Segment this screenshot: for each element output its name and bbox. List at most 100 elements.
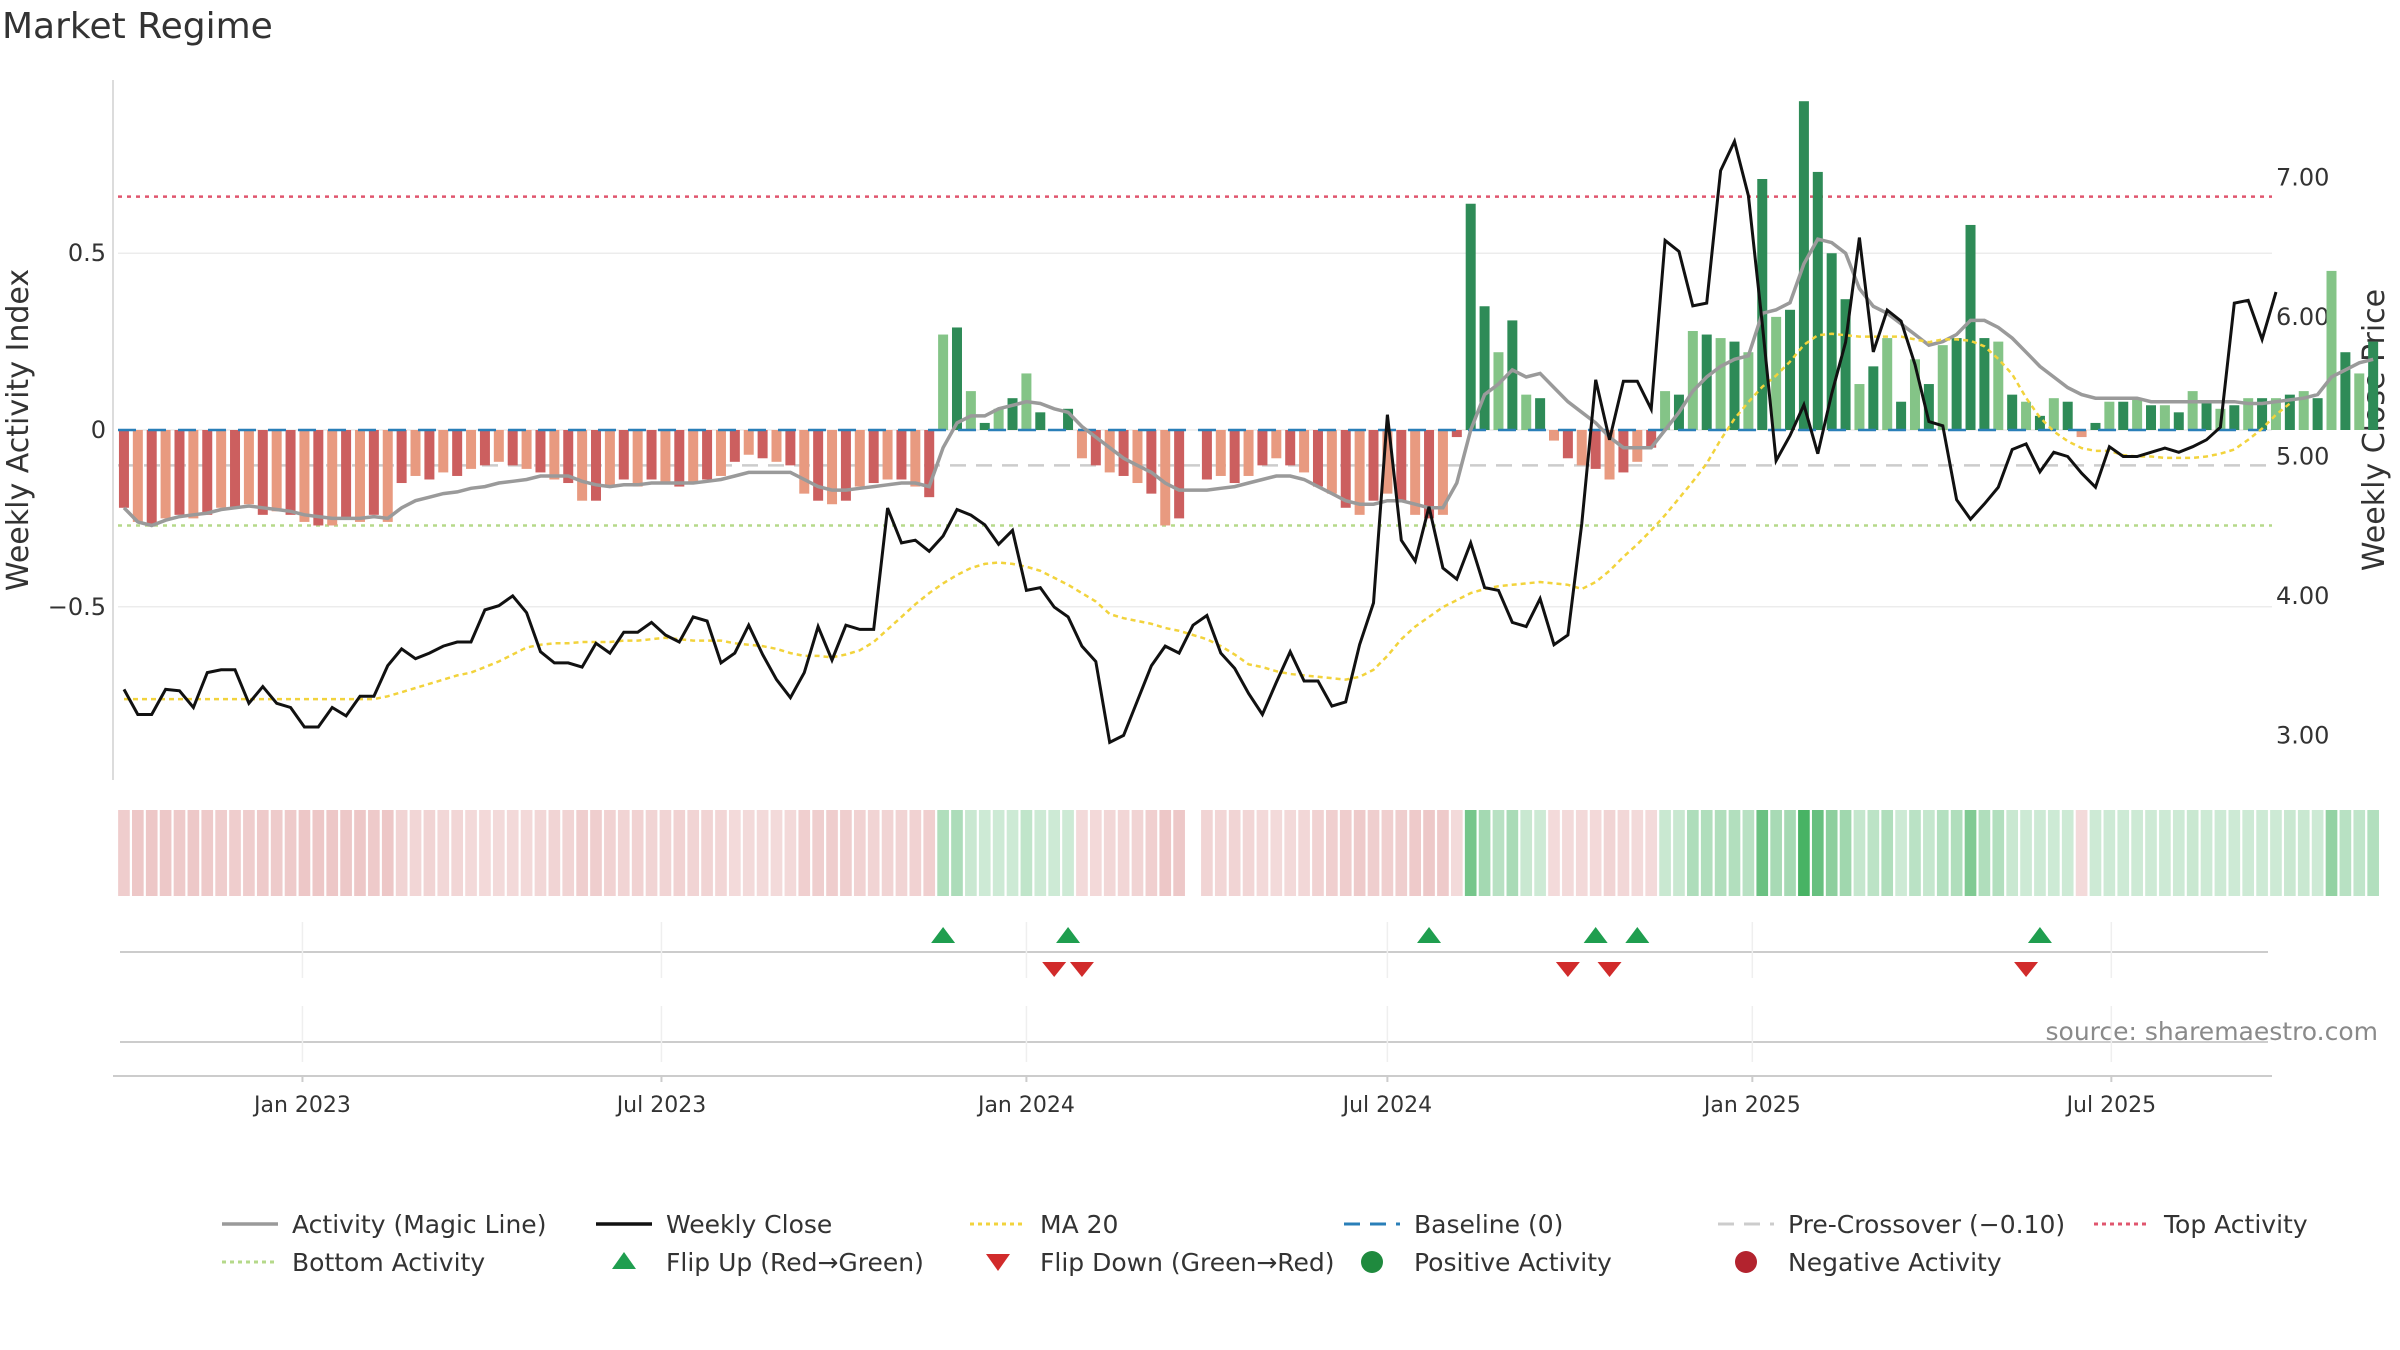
regime-cell (187, 810, 200, 896)
activity-bar (577, 430, 588, 501)
activity-bar (1368, 430, 1379, 501)
activity-bar (1826, 253, 1837, 430)
regime-cell (798, 810, 811, 896)
regime-cell (548, 810, 561, 896)
regime-cell (298, 810, 311, 896)
activity-bar (1285, 430, 1296, 466)
activity-bar (2187, 391, 2198, 430)
regime-cell (1381, 810, 1394, 896)
regime-cell (1270, 810, 1283, 896)
activity-bar (1951, 338, 1962, 430)
regime-cell (173, 810, 186, 896)
regime-cell (2256, 810, 2268, 896)
activity-bar (1396, 430, 1407, 501)
flip-up-marker (1625, 927, 1650, 943)
activity-bar (1340, 430, 1351, 508)
activity-bar (785, 430, 796, 466)
regime-cell (2367, 810, 2379, 896)
activity-bar (146, 430, 157, 526)
x-tick-label: Jul 2024 (1341, 1093, 1433, 1118)
regime-cell (1506, 810, 1519, 896)
regime-cell (2075, 810, 2088, 896)
activity-bar (1354, 430, 1365, 515)
regime-cell (1895, 810, 1907, 896)
regime-cell (1589, 810, 1602, 896)
activity-bar (1868, 366, 1879, 430)
regime-cell (1645, 810, 1658, 896)
activity-bar (632, 430, 643, 487)
activity-bar (549, 430, 560, 480)
regime-cell (923, 810, 936, 896)
activity-bar (1923, 384, 1934, 430)
activity-bar (1257, 430, 1268, 466)
activity-bar (924, 430, 935, 498)
activity-bar (1743, 352, 1754, 430)
activity-bar (1785, 309, 1796, 430)
regime-cell (2214, 810, 2227, 896)
regime-cell (2117, 810, 2130, 896)
flip-up-marker (1583, 927, 1608, 943)
regime-cell (1770, 810, 1782, 896)
regime-cell (1326, 810, 1338, 896)
regime-cell (909, 810, 922, 896)
regime-cell (742, 810, 755, 896)
activity-bar (1326, 430, 1337, 494)
activity-bar (840, 430, 851, 501)
regime-cell (1798, 810, 1810, 896)
regime-cell (645, 810, 658, 896)
activity-bar (466, 430, 477, 469)
legend-item: Top Activity (2094, 1210, 2308, 1239)
regime-cell (2242, 810, 2255, 896)
regime-cell (270, 810, 283, 896)
flip-up-marker (931, 927, 956, 943)
activity-bar (1507, 320, 1518, 430)
legend-label: Top Activity (2163, 1210, 2308, 1239)
flip-down-marker (1597, 962, 1622, 977)
ma20-line (124, 332, 2291, 701)
regime-cell (604, 810, 616, 896)
activity-bar (452, 430, 463, 476)
regime-cell (978, 810, 991, 896)
activity-bar (1132, 430, 1143, 484)
activity-bar (938, 334, 949, 430)
flip-down-marker (1042, 962, 1067, 977)
regime-cell (2284, 810, 2296, 896)
regime-cell (2020, 810, 2032, 896)
regime-cell (1575, 810, 1588, 896)
legend-item: Activity (Magic Line) (222, 1210, 546, 1239)
regime-cell (354, 810, 366, 896)
regime-cell (2172, 810, 2185, 896)
activity-bar (160, 430, 171, 519)
legend-swatch (612, 1252, 636, 1269)
activity-bar (1215, 430, 1226, 476)
activity-bar (827, 430, 838, 505)
activity-bar (1576, 430, 1587, 466)
regime-cell (1534, 810, 1546, 896)
regime-cell (1756, 810, 1769, 896)
activity-bar (2312, 398, 2323, 430)
activity-bar (757, 430, 768, 459)
activity-bar (1299, 430, 1310, 473)
regime-cell (465, 810, 477, 896)
y2-tick-label: 6.00 (2276, 303, 2329, 331)
activity-bar (2201, 401, 2212, 430)
regime-cell (2270, 810, 2282, 896)
activity-bar (396, 430, 407, 484)
x-tick-label: Jan 2024 (976, 1093, 1075, 1118)
legend-label: Negative Activity (1788, 1248, 2002, 1277)
activity-bar (174, 430, 185, 515)
regime-cell (1659, 810, 1671, 896)
regime-cell (1742, 810, 1755, 896)
x-tick-label: Jul 2023 (615, 1093, 707, 1118)
legend-label: Pre-Crossover (−0.10) (1788, 1210, 2065, 1239)
activity-bar (2326, 270, 2337, 430)
regime-cell (881, 810, 894, 896)
activity-bar (1063, 408, 1074, 430)
regime-cell (1339, 810, 1352, 896)
activity-bar (382, 430, 393, 522)
regime-cell (2297, 810, 2310, 896)
regime-cell (867, 810, 880, 896)
regime-cell (1201, 810, 1213, 896)
activity-bar (2048, 398, 2059, 430)
